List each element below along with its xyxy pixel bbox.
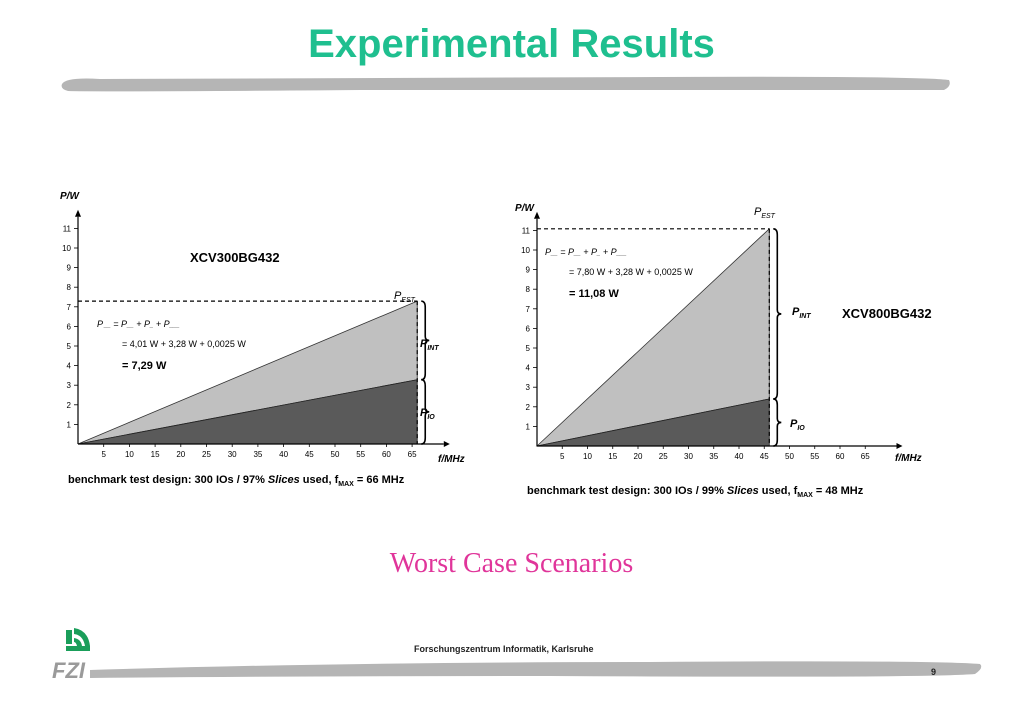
x-axis-arrow bbox=[443, 441, 450, 447]
formula-term: + P bbox=[603, 247, 617, 257]
x-tick-label: 40 bbox=[735, 452, 744, 461]
y-tick-label: 3 bbox=[67, 381, 72, 390]
y-axis-label: P/W bbox=[60, 191, 80, 202]
y-tick-label: 9 bbox=[526, 266, 531, 275]
y-tick-label: 2 bbox=[526, 403, 531, 412]
p-est-label: PEST bbox=[754, 206, 776, 220]
formula-term: P bbox=[97, 319, 103, 329]
y-tick-label: 4 bbox=[526, 364, 531, 373]
formula-term: = P bbox=[560, 247, 574, 257]
x-tick-label: 15 bbox=[151, 450, 160, 459]
device-label: XCV300BG432 bbox=[190, 250, 280, 265]
y-tick-label: 8 bbox=[67, 283, 72, 292]
device-label: XCV800BG432 bbox=[842, 306, 932, 321]
y-tick-label: 11 bbox=[63, 224, 72, 233]
x-tick-label: 50 bbox=[331, 450, 340, 459]
y-tick-label: 7 bbox=[67, 303, 72, 312]
y-tick-label: 8 bbox=[526, 285, 531, 294]
formula-term: + P bbox=[136, 319, 150, 329]
y-tick-label: 11 bbox=[522, 226, 531, 235]
x-tick-label: 55 bbox=[356, 450, 365, 459]
chart-xcv300: 5 10 15 20 25 30 35 40 45 50 55 60 65 1 2 3 4 5 6 7 8 9 10 11 P… bbox=[40, 185, 480, 495]
y-axis-arrow bbox=[534, 211, 540, 219]
x-tick-label: 5 bbox=[560, 452, 565, 461]
p-io-brace bbox=[773, 398, 782, 447]
x-axis-label: f/MHz bbox=[438, 454, 465, 465]
y-tick-label: 4 bbox=[67, 362, 72, 371]
footer-text: Forschungszentrum Informatik, Karlsruhe bbox=[414, 644, 594, 654]
fzi-logo: FZI bbox=[52, 628, 90, 683]
formula-line-1: P__ = P__ + P_ + P___ bbox=[97, 319, 180, 329]
title-underline-swoosh bbox=[61, 76, 950, 92]
y-tick-label: 6 bbox=[67, 322, 72, 331]
formula-term: P bbox=[545, 247, 551, 257]
y-axis-label: P/W bbox=[515, 203, 535, 214]
x-tick-label: 20 bbox=[176, 450, 185, 459]
x-tick-label: 45 bbox=[760, 452, 769, 461]
x-tick-label: 35 bbox=[253, 450, 262, 459]
slide-title: Experimental Results bbox=[308, 22, 715, 66]
x-tick-label: 25 bbox=[202, 450, 211, 459]
formula-line-2: = 7,80 W + 3,28 W + 0,0025 W bbox=[569, 267, 693, 277]
formula-line-2: = 4,01 W + 3,28 W + 0,0025 W bbox=[122, 339, 246, 349]
x-tick-label: 60 bbox=[382, 450, 391, 459]
x-tick-label: 55 bbox=[810, 452, 819, 461]
y-tick-label: 5 bbox=[526, 344, 531, 353]
footer-swoosh bbox=[90, 661, 982, 678]
slide-subtitle: Worst Case Scenarios bbox=[389, 548, 634, 579]
x-axis-label: f/MHz bbox=[895, 453, 922, 464]
y-tick-label: 3 bbox=[526, 383, 531, 392]
logo-text: FZI bbox=[52, 658, 86, 683]
p-est-label: PEST bbox=[394, 290, 416, 304]
formula-term: = P bbox=[113, 319, 127, 329]
y-tick-label: 6 bbox=[526, 324, 531, 333]
formula-line-1: P__ = P__ + P_ + P___ bbox=[545, 247, 627, 257]
x-tick-label: 35 bbox=[709, 452, 718, 461]
y-tick-label: 10 bbox=[62, 244, 71, 253]
x-tick-label: 15 bbox=[608, 452, 617, 461]
x-tick-label: 5 bbox=[101, 450, 106, 459]
p-int-brace bbox=[773, 228, 782, 400]
x-tick-label: 10 bbox=[125, 450, 134, 459]
p-io-label: PIO bbox=[420, 407, 435, 421]
x-tick-label: 30 bbox=[684, 452, 693, 461]
page-number: 9 bbox=[931, 667, 937, 677]
y-tick-label: 10 bbox=[521, 246, 530, 255]
x-tick-label: 65 bbox=[408, 450, 417, 459]
p-int-brace bbox=[421, 300, 430, 381]
p-int-label: PINT bbox=[420, 338, 439, 352]
chart-caption: benchmark test design: 300 IOs / 97% Sli… bbox=[68, 474, 405, 488]
x-tick-label: 50 bbox=[785, 452, 794, 461]
x-tick-label: 30 bbox=[228, 450, 237, 459]
y-tick-label: 2 bbox=[67, 401, 72, 410]
p-io-brace bbox=[421, 378, 430, 445]
p-io-label: PIO bbox=[790, 418, 805, 432]
y-tick-label: 5 bbox=[67, 342, 72, 351]
y-axis-arrow bbox=[75, 209, 81, 217]
x-tick-label: 25 bbox=[659, 452, 668, 461]
formula-line-3: = 11,08 W bbox=[569, 288, 619, 300]
y-tick-label: 9 bbox=[67, 264, 72, 273]
formula-line-3: = 7,29 W bbox=[122, 360, 167, 372]
chart-xcv800: 5 10 15 20 25 30 35 40 45 50 55 60 65 1 2 3 4 5 6 7 8 9 10 11 P… bbox=[490, 195, 960, 505]
x-tick-label: 10 bbox=[583, 452, 592, 461]
formula-term: + P bbox=[156, 319, 170, 329]
x-tick-label: 65 bbox=[861, 452, 870, 461]
chart-caption: benchmark test design: 300 IOs / 99% Sli… bbox=[527, 485, 864, 499]
x-tick-label: 40 bbox=[279, 450, 288, 459]
y-tick-label: 1 bbox=[67, 420, 72, 429]
y-tick-label: 1 bbox=[526, 422, 531, 431]
x-tick-label: 45 bbox=[305, 450, 314, 459]
p-int-label: PINT bbox=[792, 306, 811, 320]
x-tick-label: 20 bbox=[634, 452, 643, 461]
x-axis-arrow bbox=[896, 443, 903, 449]
formula-term: + P bbox=[583, 247, 597, 257]
y-tick-label: 7 bbox=[526, 305, 531, 314]
x-tick-label: 60 bbox=[836, 452, 845, 461]
